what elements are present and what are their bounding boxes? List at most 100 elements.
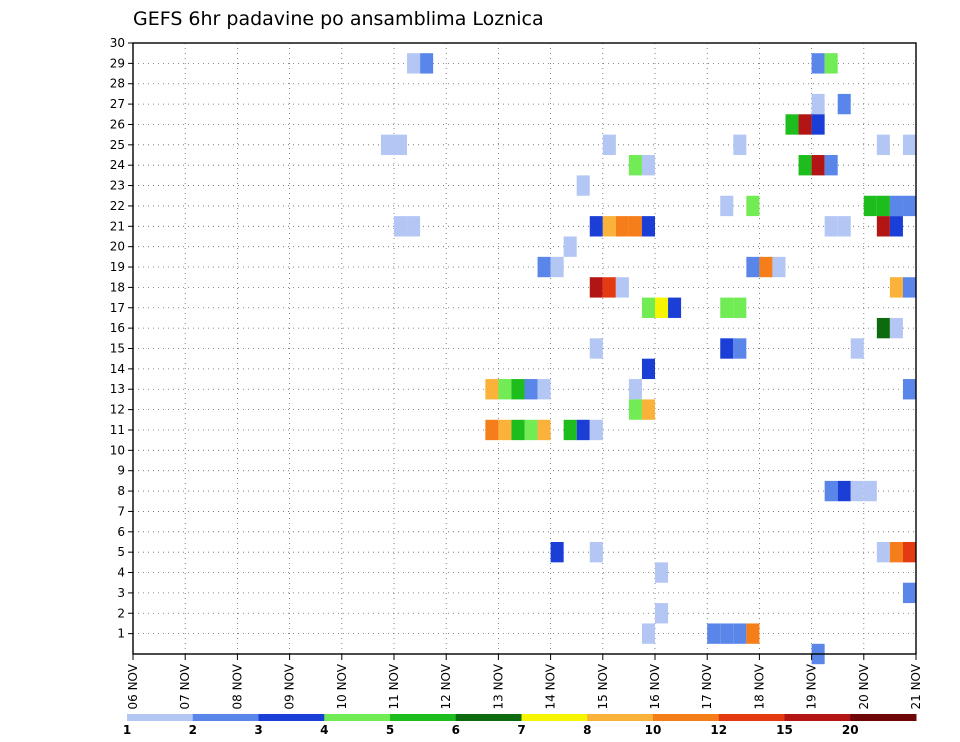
y-tick-label: 7 — [117, 504, 125, 518]
chart-title: GEFS 6hr padavine po ansamblima Loznica — [133, 8, 544, 30]
x-tick-label: 14 NOV — [544, 663, 558, 709]
precip-cell — [720, 623, 734, 644]
precip-cell — [668, 297, 682, 318]
precip-cell — [824, 480, 838, 502]
precip-cell — [641, 297, 655, 318]
precip-cell — [602, 134, 616, 156]
legend-label: 8 — [583, 723, 591, 737]
precip-cell — [811, 93, 825, 115]
y-tick-label: 24 — [110, 158, 125, 172]
y-tick-label: 13 — [110, 382, 125, 396]
precip-cell — [811, 155, 825, 176]
precip-cell — [811, 53, 825, 74]
precip-cell — [511, 379, 525, 400]
precip-cell — [772, 256, 786, 278]
precip-cell — [602, 277, 616, 298]
precip-cell — [498, 419, 512, 441]
precip-cell — [641, 358, 655, 380]
precip-cell — [628, 155, 642, 176]
precip-cell — [798, 114, 812, 135]
y-tick-label: 20 — [110, 240, 125, 254]
precip-cell — [889, 317, 903, 339]
x-tick-label: 17 NOV — [700, 663, 714, 709]
y-tick-label: 25 — [110, 138, 125, 152]
legend-swatch — [784, 714, 851, 721]
precip-cell — [615, 277, 629, 298]
precip-cell — [824, 53, 838, 74]
y-tick-label: 11 — [110, 423, 125, 437]
precip-cell — [837, 93, 851, 115]
y-tick-label: 28 — [110, 77, 125, 91]
y-tick-label: 18 — [110, 280, 125, 294]
precip-cell — [380, 134, 394, 156]
legend-swatch — [653, 714, 720, 721]
precip-cell — [889, 541, 903, 563]
precip-cell — [785, 114, 799, 135]
precip-cell — [902, 134, 916, 156]
precip-cell — [563, 419, 577, 441]
legend-swatch — [718, 714, 785, 721]
legend-label: 2 — [189, 723, 197, 737]
precip-cell — [837, 216, 851, 237]
precip-cell — [394, 134, 408, 156]
precip-cell — [641, 216, 655, 237]
precip-cell — [733, 297, 747, 318]
precip-cell — [537, 419, 551, 441]
precip-cell — [641, 399, 655, 420]
y-tick-label: 22 — [110, 199, 125, 213]
precip-cell — [902, 195, 916, 217]
precip-cell — [889, 195, 903, 217]
precip-cell — [824, 155, 838, 176]
precip-cell — [628, 216, 642, 237]
precip-cell — [863, 480, 877, 502]
y-tick-label: 1 — [117, 627, 125, 641]
precip-cell — [876, 195, 890, 217]
legend-label: 7 — [517, 723, 525, 737]
legend-label: 1 — [123, 723, 131, 737]
legend-swatch — [455, 714, 522, 721]
precip-cell — [615, 216, 629, 237]
precip-cell — [902, 582, 916, 604]
y-tick-label: 29 — [110, 56, 125, 70]
legend-label: 3 — [254, 723, 262, 737]
precip-cell — [485, 379, 499, 400]
x-tick-label: 10 NOV — [335, 663, 349, 709]
precip-cell — [589, 216, 603, 237]
x-axis: 06 NOV 07 NOV 08 NOV 09 NOV 10 NOV 11 NOV 12 N… — [126, 654, 923, 710]
precip-cell — [407, 53, 421, 74]
y-tick-label: 6 — [117, 525, 125, 539]
precip-cell — [641, 155, 655, 176]
precip-cell — [824, 216, 838, 237]
precip-cell — [641, 623, 655, 644]
precip-cell — [733, 623, 747, 644]
precip-cell — [537, 256, 551, 278]
x-tick-label: 09 NOV — [283, 663, 297, 709]
precip-cell — [628, 379, 642, 400]
legend-swatch — [850, 714, 917, 721]
precip-cell — [420, 53, 434, 74]
precip-cell — [537, 379, 551, 400]
precip-cell — [707, 623, 721, 644]
precip-cell — [524, 379, 538, 400]
legend-swatch — [521, 714, 588, 721]
y-tick-label: 30 — [110, 36, 125, 50]
precip-cell — [589, 277, 603, 298]
precip-cell — [576, 175, 590, 196]
y-tick-label: 21 — [110, 219, 125, 233]
legend-label: 6 — [452, 723, 460, 737]
precip-cell — [811, 114, 825, 135]
legend-swatch — [258, 714, 325, 721]
x-tick-label: 07 NOV — [178, 663, 192, 709]
precip-cell — [902, 541, 916, 563]
precip-cell — [720, 195, 734, 217]
precip-cells — [380, 53, 916, 665]
precip-cell — [733, 338, 747, 359]
y-tick-label: 12 — [110, 403, 125, 417]
legend-swatch — [127, 714, 194, 721]
x-tick-label: 16 NOV — [648, 663, 662, 709]
precip-cell — [511, 419, 525, 441]
precip-cell — [628, 399, 642, 420]
y-tick-label: 26 — [110, 117, 125, 131]
precip-cell — [550, 256, 564, 278]
legend-label: 12 — [710, 723, 727, 737]
